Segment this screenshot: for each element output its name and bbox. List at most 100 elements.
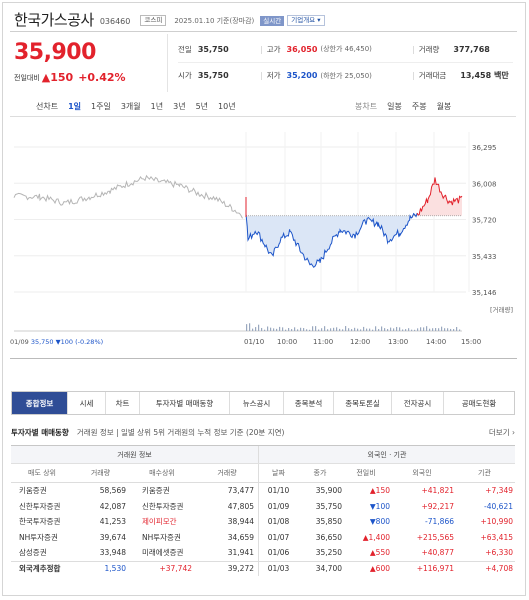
tab-weekly[interactable]: 주봉 [411, 102, 427, 111]
stock-name[interactable]: 한국가스공사 [14, 11, 94, 29]
tab-news[interactable]: 뉴스공시 [230, 392, 284, 414]
volume-bar [321, 328, 323, 331]
tab-disclosure[interactable]: 전자공시 [392, 392, 444, 414]
buy-broker[interactable]: 키움증권 [142, 486, 170, 496]
volume-bar [336, 327, 338, 331]
tab-discussion[interactable]: 종목토론실 [334, 392, 392, 414]
volume-bar [363, 326, 365, 331]
volume-bar [255, 327, 257, 331]
volume-bar [264, 329, 266, 331]
volume-bar [303, 328, 305, 331]
volume-bar [279, 326, 281, 331]
sell-broker[interactable]: NH투자증권 [19, 532, 58, 542]
volume-bar [429, 328, 431, 331]
more-link[interactable]: 더보기 › [488, 428, 515, 437]
tab-3m[interactable]: 3개월 [120, 102, 141, 111]
tab-1y[interactable]: 1년 [150, 102, 164, 111]
bottom-tabs: 종합정보 시세 차트 투자자별 매매동향 뉴스공시 종목분석 종목토론실 전자공… [11, 391, 515, 415]
volume-bar [312, 326, 314, 331]
tab-quotes[interactable]: 시세 [68, 392, 106, 414]
sell-volume: 33,948 [99, 548, 126, 558]
low-price: | 저가 35,200 (하한가 25,050) [260, 71, 372, 80]
col-buy: 매수상위 [149, 469, 175, 477]
volume-bar [327, 329, 329, 331]
buy-broker[interactable]: 신한투자증권 [142, 501, 184, 511]
tab-10y[interactable]: 10년 [218, 102, 236, 111]
volume-bar [447, 328, 449, 331]
inst-net: +7,349 [485, 486, 513, 496]
high-price: | 고가 36,050 (상한가 46,450) [260, 44, 372, 54]
volume-bar [306, 329, 308, 331]
sell-broker[interactable]: 삼성증권 [19, 548, 47, 558]
sell-broker[interactable]: 키움증권 [19, 486, 47, 496]
col-change: 전일비 [356, 469, 376, 477]
trade-date: 01/07 [258, 529, 298, 545]
volume-bar [348, 328, 350, 331]
volume-bar [318, 329, 320, 331]
volume-bar [372, 329, 374, 331]
x-tick-label: 10:00 [277, 338, 297, 346]
close-price: 35,900 [315, 486, 342, 496]
tab-short-selling[interactable]: 공매도현황 [461, 398, 497, 408]
prev-close: 전일 35,750 [178, 44, 229, 54]
below-baseline-fill [246, 215, 462, 268]
sell-broker[interactable]: 한국투자증권 [19, 517, 61, 527]
volume-bar [453, 329, 455, 331]
tab-line-chart[interactable]: 선차트 [36, 102, 59, 111]
volume: | 거래량 377,768 [412, 44, 490, 54]
stock-code: 036460 [99, 16, 131, 26]
volume-bar [441, 326, 443, 331]
close-price: 36,650 [315, 532, 342, 542]
y-tick-label: 35,720 [472, 217, 497, 225]
chart-period-tabs: 선차트 1일 1주일 3개월 1년 3년 5년 10년 [36, 101, 246, 112]
x-tick-label: 13:00 [388, 338, 408, 346]
tab-candle[interactable]: 봉차트 [355, 102, 378, 111]
price-chart[interactable]: 36,295 36,008 35,720 35,433 35,146 01/10 10:00… [10, 116, 516, 351]
inst-net: +63,415 [480, 532, 513, 542]
trade-date: 01/10 [258, 483, 298, 499]
buy-broker[interactable]: 제이피모간 [142, 517, 177, 527]
volume-bar [285, 329, 287, 331]
tab-5y[interactable]: 5년 [195, 102, 209, 111]
buy-broker[interactable]: NH투자증권 [142, 532, 181, 542]
company-overview-button[interactable]: 기업개요 ▾ [287, 15, 325, 26]
sell-volume: 41,253 [99, 517, 126, 527]
market-badge: 코스피 [140, 15, 167, 26]
col-close: 종가 [313, 469, 327, 477]
tab-monthly[interactable]: 월봉 [436, 102, 452, 111]
group-header-broker: 거래원 정보 [117, 450, 152, 459]
foreign-net: +40,877 [421, 548, 454, 558]
chart-type-tabs: 봉차트 일봉 주봉 월봉 [345, 101, 451, 112]
volume-bar [402, 329, 404, 331]
tab-analysis[interactable]: 종목분석 [284, 392, 334, 414]
volume-label: [거래량] [490, 305, 513, 314]
volume-bar [411, 329, 413, 331]
tab-1d[interactable]: 1일 [68, 102, 82, 111]
realtime-button[interactable]: 실시간 [260, 15, 285, 26]
y-tick-label: 36,295 [472, 144, 497, 152]
volume-bar [324, 326, 326, 331]
buy-volume: 31,941 [227, 548, 254, 558]
volume-bar [270, 327, 272, 331]
table-row: 신한투자증권 42,087 신한투자증권 47,805 01/09 35,750 ▼100 +… [11, 498, 515, 514]
sell-volume: 42,087 [99, 501, 126, 511]
trading-desc: 거래원 정보 | 일별 상위 5위 거래원의 누적 정보 기준 (20분 지연) [76, 428, 285, 437]
buy-broker[interactable]: 미래에셋증권 [142, 548, 184, 558]
day-change: ▲550 [369, 548, 390, 558]
volume-bar [282, 327, 284, 331]
volume-bar [294, 327, 296, 331]
tab-overview[interactable]: 종합정보 [12, 392, 68, 414]
y-tick-label: 35,433 [472, 253, 497, 261]
tab-daily[interactable]: 일봉 [387, 102, 402, 111]
volume-bar [273, 328, 275, 331]
volume-bar [438, 328, 440, 331]
volume-bar [345, 326, 347, 331]
prev-day-series [13, 174, 243, 219]
volume-bar [390, 327, 392, 331]
tab-3y[interactable]: 3년 [173, 102, 186, 111]
tab-1w[interactable]: 1주일 [91, 102, 111, 111]
tab-chart[interactable]: 차트 [106, 392, 140, 414]
tab-investor-trend[interactable]: 투자자별 매매동향 [140, 392, 230, 414]
sell-broker[interactable]: 신한투자증권 [19, 501, 61, 511]
volume-bar [381, 326, 383, 331]
